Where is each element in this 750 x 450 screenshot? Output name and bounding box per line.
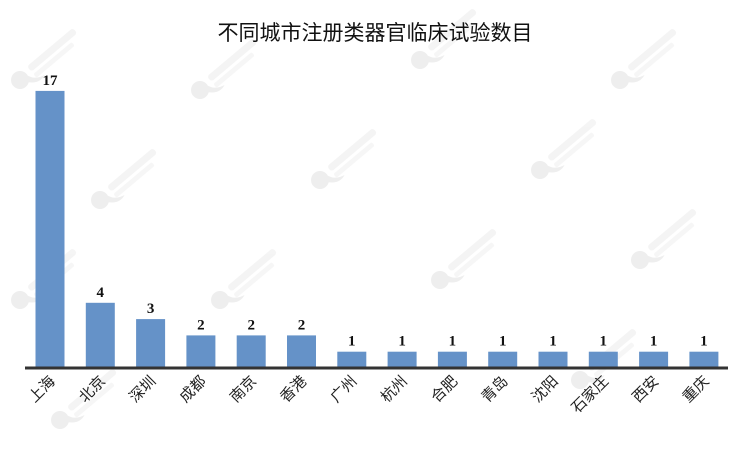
bar-石家庄 bbox=[588, 351, 618, 368]
x-tick-label: 沈阳 bbox=[528, 372, 562, 406]
x-tick-label: 深圳 bbox=[125, 372, 159, 406]
watermark-logo bbox=[531, 119, 597, 179]
data-label: 17 bbox=[43, 73, 59, 89]
data-label: 2 bbox=[197, 317, 205, 333]
x-tick-label: 南京 bbox=[226, 372, 260, 406]
watermark-logo bbox=[631, 209, 697, 269]
watermark-logo bbox=[431, 229, 497, 289]
x-tick-label: 重庆 bbox=[679, 372, 713, 406]
x-tick-label: 杭州 bbox=[377, 372, 411, 406]
watermark-logo bbox=[411, 9, 477, 69]
data-label: 1 bbox=[700, 334, 708, 350]
x-tick-label: 西安 bbox=[628, 372, 662, 406]
bar-成都 bbox=[186, 335, 216, 368]
watermark-logo bbox=[191, 39, 257, 99]
data-label: 1 bbox=[499, 334, 507, 350]
watermark-logo bbox=[611, 29, 677, 89]
x-tick-label: 合肥 bbox=[427, 372, 461, 406]
data-label: 1 bbox=[398, 334, 406, 350]
bar-北京 bbox=[85, 302, 115, 368]
bar-合肥 bbox=[437, 351, 467, 368]
data-label: 1 bbox=[600, 334, 608, 350]
watermark-logo bbox=[311, 129, 377, 189]
data-label: 1 bbox=[348, 334, 356, 350]
watermark-logo bbox=[91, 149, 157, 209]
bar-西安 bbox=[639, 351, 669, 368]
watermark-logo bbox=[211, 249, 277, 309]
bar-香港 bbox=[287, 335, 316, 368]
data-label: 3 bbox=[147, 301, 155, 317]
bar-南京 bbox=[236, 335, 266, 368]
watermark-logo bbox=[11, 29, 77, 89]
data-label: 1 bbox=[549, 334, 557, 350]
x-tick-label: 成都 bbox=[176, 372, 210, 406]
chart-title: 不同城市注册类器官临床试验数目 bbox=[218, 21, 533, 45]
bar-杭州 bbox=[387, 351, 417, 368]
x-tick-label: 青岛 bbox=[478, 372, 512, 406]
bar-青岛 bbox=[488, 351, 518, 368]
data-label: 1 bbox=[650, 334, 658, 350]
watermark-layer bbox=[11, 9, 697, 429]
bar-重庆 bbox=[689, 351, 719, 368]
bar-深圳 bbox=[136, 319, 166, 368]
x-tick-label: 上海 bbox=[25, 372, 59, 406]
bar-上海 bbox=[35, 90, 65, 369]
data-label: 4 bbox=[97, 285, 105, 301]
data-label: 1 bbox=[449, 334, 457, 350]
bar-广州 bbox=[337, 351, 367, 368]
x-tick-label: 香港 bbox=[276, 372, 310, 406]
data-label: 2 bbox=[247, 317, 255, 333]
x-tick-label: 广州 bbox=[327, 372, 361, 406]
bar-沈阳 bbox=[538, 351, 568, 368]
watermark-logo bbox=[51, 369, 117, 429]
data-label: 2 bbox=[298, 317, 306, 333]
